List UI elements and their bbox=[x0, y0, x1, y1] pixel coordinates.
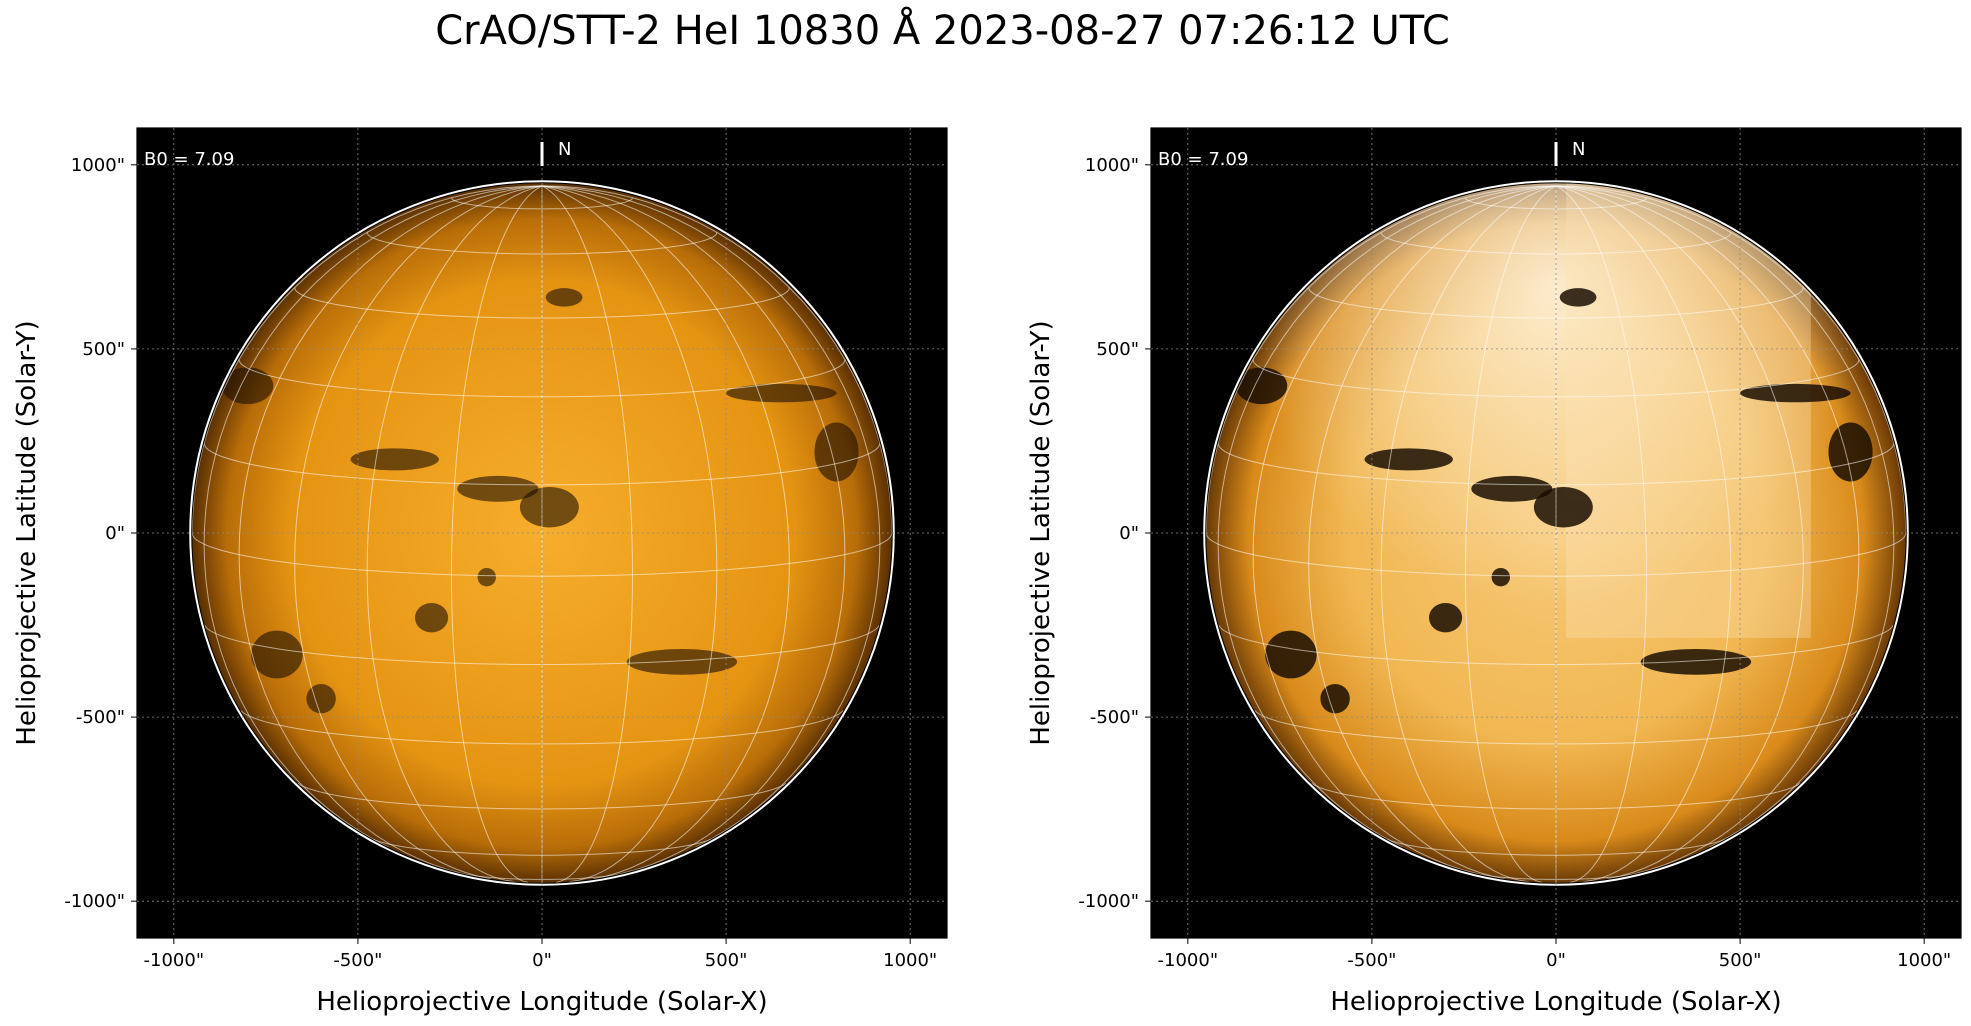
longitude-line bbox=[366, 185, 543, 883]
x-tick-label: 500" bbox=[1719, 950, 1762, 971]
longitude-line bbox=[1464, 185, 1557, 883]
dark-feature bbox=[1559, 288, 1597, 307]
dark-feature bbox=[457, 475, 539, 502]
longitude-line bbox=[1555, 185, 1895, 848]
longitude-line bbox=[1555, 185, 1648, 883]
y-axis-label: Helioprojective Latitude (Solar-Y) bbox=[12, 320, 42, 745]
longitude-line bbox=[541, 185, 718, 883]
latitude-line bbox=[1206, 532, 1906, 577]
longitude-line bbox=[450, 185, 543, 883]
longitude-line bbox=[294, 185, 543, 880]
dark-feature bbox=[1640, 648, 1752, 675]
dark-feature bbox=[251, 630, 303, 679]
y-tick-label: 0" bbox=[1119, 523, 1139, 544]
x-tick-label: -500" bbox=[333, 950, 382, 971]
longitude-line bbox=[1555, 185, 1732, 883]
longitude-line bbox=[203, 185, 543, 848]
solar-features bbox=[221, 288, 859, 714]
b0-annotation: B0 = 7.09 bbox=[1158, 149, 1248, 170]
y-tick-label: -1000" bbox=[64, 891, 125, 912]
dark-feature bbox=[1740, 383, 1851, 403]
latitude-line bbox=[1252, 359, 1860, 398]
x-axis-label: Helioprojective Longitude (Solar-X) bbox=[316, 987, 767, 1017]
north-label: N bbox=[1572, 139, 1585, 160]
y-tick-label: 500" bbox=[1096, 339, 1139, 360]
dark-feature bbox=[477, 567, 496, 587]
y-tick-label: -1000" bbox=[1078, 891, 1139, 912]
y-tick-label: 500" bbox=[82, 339, 125, 360]
x-tick-label: -1000" bbox=[1158, 950, 1219, 971]
dark-feature bbox=[1265, 630, 1317, 679]
dark-feature bbox=[814, 422, 859, 482]
latitude-line bbox=[192, 532, 892, 577]
dark-feature bbox=[1533, 486, 1593, 528]
longitude-line bbox=[1380, 185, 1557, 883]
longitude-line bbox=[238, 185, 543, 875]
longitude-line bbox=[541, 185, 790, 880]
dark-feature bbox=[350, 448, 439, 471]
north-label: N bbox=[558, 139, 571, 160]
panel-right: -1000" -500" 0" 500" 1000" 1000" 500" 0" -500" -1… bbox=[1026, 127, 1962, 1017]
y-tick-label: -500" bbox=[76, 707, 125, 728]
dark-feature bbox=[1428, 602, 1463, 633]
x-tick-label: 1000" bbox=[883, 950, 937, 971]
dark-feature bbox=[306, 683, 336, 714]
dark-feature bbox=[1235, 367, 1288, 405]
dark-feature bbox=[1491, 567, 1510, 587]
dark-feature bbox=[726, 383, 837, 403]
longitude-line bbox=[541, 185, 881, 848]
y-tick-label: 1000" bbox=[1085, 155, 1139, 176]
panel-left: -1000" -500" 0" 500" 1000" 1000" 500" 0" -500" -1… bbox=[12, 127, 948, 1017]
longitude-line bbox=[1252, 185, 1557, 875]
x-tick-label: 0" bbox=[1546, 950, 1566, 971]
b0-annotation: B0 = 7.09 bbox=[144, 149, 234, 170]
longitude-line bbox=[1308, 185, 1557, 880]
dark-feature bbox=[221, 367, 274, 405]
y-tick-label: 1000" bbox=[71, 155, 125, 176]
latitude-line bbox=[372, 838, 712, 856]
longitude-line bbox=[1555, 185, 1804, 880]
x-tick-label: 0" bbox=[532, 950, 552, 971]
dark-feature bbox=[545, 288, 583, 307]
y-tick-label: 0" bbox=[105, 523, 125, 544]
longitude-line bbox=[1217, 185, 1557, 848]
dark-feature bbox=[1471, 475, 1553, 502]
dark-feature bbox=[626, 648, 738, 675]
longitude-line bbox=[541, 185, 846, 875]
x-tick-label: -500" bbox=[1347, 950, 1396, 971]
dark-feature bbox=[1828, 422, 1873, 482]
dark-feature bbox=[414, 602, 449, 633]
x-tick-label: 500" bbox=[705, 950, 748, 971]
x-axis-label: Helioprojective Longitude (Solar-X) bbox=[1330, 987, 1781, 1017]
dark-feature bbox=[1320, 683, 1350, 714]
figure-title: CrAO/STT-2 HeI 10830 Å 2023-08-27 07:26:… bbox=[435, 8, 1450, 54]
dark-feature bbox=[519, 486, 579, 528]
longitude-line bbox=[1555, 185, 1860, 875]
x-tick-label: 1000" bbox=[1897, 950, 1951, 971]
y-tick-label: -500" bbox=[1090, 707, 1139, 728]
latitude-line bbox=[1386, 838, 1726, 856]
longitude-line bbox=[541, 185, 634, 883]
dark-feature bbox=[1364, 448, 1453, 471]
y-axis-label: Helioprojective Latitude (Solar-Y) bbox=[1026, 320, 1056, 745]
x-tick-label: -1000" bbox=[144, 950, 205, 971]
latitude-line bbox=[238, 359, 846, 398]
axis-grid bbox=[1151, 128, 1961, 938]
